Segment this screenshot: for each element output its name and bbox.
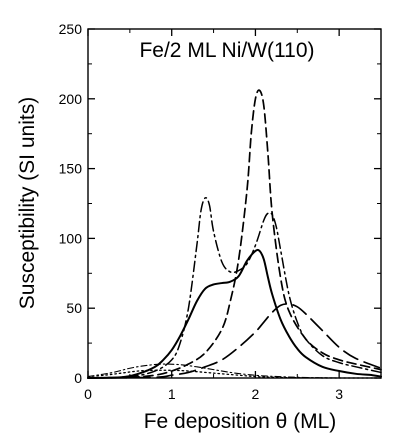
x-tick-label: 0: [84, 386, 92, 402]
y-tick-label: 200: [59, 91, 83, 107]
y-tick-label: 250: [59, 21, 83, 37]
y-tick-label: 0: [74, 370, 82, 386]
series-line-long-dash: [87, 303, 382, 379]
y-tick-label: 100: [59, 230, 83, 246]
x-tick-label: 3: [335, 386, 343, 402]
x-tick-label: 1: [168, 386, 176, 402]
series-layer: [87, 89, 382, 379]
series-line-solid: [87, 248, 382, 379]
plot-frame-group: [87, 28, 382, 379]
plot-frame: [87, 28, 382, 379]
x-tick-label: 2: [252, 386, 260, 402]
series-line-dash-dot: [87, 196, 382, 379]
axis-ticks: 0 1 2 3 0 50 100 150 200 250: [59, 21, 381, 402]
series-line-thin-dash-dot: [87, 363, 382, 379]
series-line-dashed: [87, 89, 382, 379]
y-tick-label: 50: [66, 300, 82, 316]
chart-title: Fe/2 ML Ni/W(110): [139, 39, 314, 62]
y-tick-label: 150: [59, 161, 83, 177]
y-axis-label: Susceptibility (SI units): [16, 97, 39, 309]
x-axis-label: Fe deposition θ (ML): [144, 410, 337, 433]
